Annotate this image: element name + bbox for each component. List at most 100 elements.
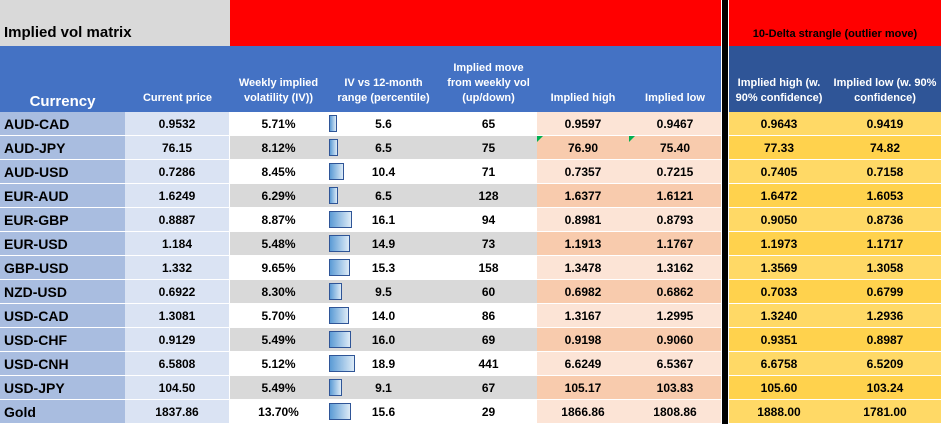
- weekly-vol-cell: 5.49%: [230, 328, 327, 352]
- section-divider: [721, 0, 729, 424]
- iv-range-databar: [329, 211, 352, 228]
- strangle-high-cell: 0.7033: [729, 280, 829, 304]
- price-cell: 1.6249: [125, 184, 230, 208]
- strangle-low-cell: 1.6053: [829, 184, 941, 208]
- iv-range-cell: 9.1: [327, 376, 440, 400]
- implied-high-cell: 1.1913: [537, 232, 629, 256]
- weekly-vol-cell: 8.45%: [230, 160, 327, 184]
- header-implied-high: Implied high: [537, 46, 629, 112]
- table-row: Gold 1837.86 13.70% 15.6 29 1866.86 1808.86 188…: [0, 400, 941, 424]
- iv-range-cell: 5.6: [327, 112, 440, 136]
- implied-high-cell: 1.3478: [537, 256, 629, 280]
- implied-high-cell: 76.90: [537, 136, 629, 160]
- currency-cell: USD-CNH: [0, 352, 125, 376]
- iv-range-value: 6.5: [375, 141, 392, 155]
- table-row: AUD-USD 0.7286 8.45% 10.4 71 0.7357 0.7215 0.74…: [0, 160, 941, 184]
- iv-range-databar: [329, 307, 349, 324]
- implied-high-cell: 0.9198: [537, 328, 629, 352]
- currency-cell: GBP-USD: [0, 256, 125, 280]
- iv-range-value: 9.1: [375, 381, 392, 395]
- iv-range-value: 9.5: [375, 285, 392, 299]
- iv-range-value: 18.9: [371, 357, 396, 371]
- title-cell: Implied vol matrix: [0, 0, 230, 47]
- iv-range-databar: [329, 355, 356, 372]
- price-cell: 1.332: [125, 256, 230, 280]
- implied-low-cell: 0.8793: [629, 208, 721, 232]
- iv-range-cell: 16.1: [327, 208, 440, 232]
- implied-move-cell: 29: [440, 400, 537, 424]
- iv-range-value: 14.9: [371, 237, 396, 251]
- implied-high-cell: 105.17: [537, 376, 629, 400]
- strangle-high-cell: 1.3569: [729, 256, 829, 280]
- currency-cell: EUR-AUD: [0, 184, 125, 208]
- implied-low-cell: 75.40: [629, 136, 721, 160]
- implied-low-cell: 1.1767: [629, 232, 721, 256]
- iv-range-databar: [329, 163, 344, 180]
- header-implied-move: Implied move from weekly vol (up/down): [440, 46, 537, 112]
- strangle-low-cell: 0.7158: [829, 160, 941, 184]
- iv-range-value: 6.5: [375, 189, 392, 203]
- weekly-vol-cell: 5.71%: [230, 112, 327, 136]
- weekly-vol-cell: 8.87%: [230, 208, 327, 232]
- iv-range-value: 10.4: [371, 165, 396, 179]
- currency-cell: USD-CHF: [0, 328, 125, 352]
- table-row: AUD-CAD 0.9532 5.71% 5.6 65 0.9597 0.9467 0.964…: [0, 112, 941, 136]
- implied-high-cell: 1866.86: [537, 400, 629, 424]
- strangle-section-title: 10-Delta strangle (outlier move): [752, 28, 918, 40]
- price-cell: 0.6922: [125, 280, 230, 304]
- strangle-low-cell: 0.8736: [829, 208, 941, 232]
- table-row: USD-CNH 6.5808 5.12% 18.9 441 6.6249 6.5367 6.6…: [0, 352, 941, 376]
- iv-range-databar: [329, 379, 342, 396]
- table-row: EUR-USD 1.184 5.48% 14.9 73 1.1913 1.1767 1.197…: [0, 232, 941, 256]
- price-cell: 76.15: [125, 136, 230, 160]
- header-row: Currency Current price Weekly implied vo…: [0, 46, 941, 112]
- currency-cell: NZD-USD: [0, 280, 125, 304]
- iv-range-cell: 14.0: [327, 304, 440, 328]
- weekly-vol-cell: 8.12%: [230, 136, 327, 160]
- strangle-high-cell: 6.6758: [729, 352, 829, 376]
- implied-low-cell: 103.83: [629, 376, 721, 400]
- iv-range-cell: 6.5: [327, 184, 440, 208]
- red-header-band-strangle: [729, 0, 941, 46]
- strangle-high-cell: 1.3240: [729, 304, 829, 328]
- price-cell: 0.9532: [125, 112, 230, 136]
- implied-high-cell: 6.6249: [537, 352, 629, 376]
- implied-move-cell: 158: [440, 256, 537, 280]
- cell-flag-icon: [537, 136, 543, 142]
- iv-range-databar: [329, 139, 339, 156]
- strangle-high-cell: 105.60: [729, 376, 829, 400]
- implied-move-cell: 69: [440, 328, 537, 352]
- weekly-vol-cell: 8.30%: [230, 280, 327, 304]
- currency-cell: USD-JPY: [0, 376, 125, 400]
- price-cell: 1837.86: [125, 400, 230, 424]
- weekly-vol-cell: 5.12%: [230, 352, 327, 376]
- strangle-high-cell: 77.33: [729, 136, 829, 160]
- strangle-high-cell: 0.9050: [729, 208, 829, 232]
- iv-range-value: 16.1: [371, 213, 396, 227]
- price-cell: 104.50: [125, 376, 230, 400]
- strangle-low-cell: 1.1717: [829, 232, 941, 256]
- implied-low-cell: 6.5367: [629, 352, 721, 376]
- implied-move-cell: 441: [440, 352, 537, 376]
- price-cell: 0.9129: [125, 328, 230, 352]
- implied-low-cell: 1808.86: [629, 400, 721, 424]
- table-row: AUD-JPY 76.15 8.12% 6.5 75 76.90 75.40 77.33 74.…: [0, 136, 941, 160]
- weekly-vol-cell: 6.29%: [230, 184, 327, 208]
- implied-high-cell: 0.8981: [537, 208, 629, 232]
- strangle-low-cell: 0.6799: [829, 280, 941, 304]
- implied-move-cell: 75: [440, 136, 537, 160]
- implied-move-cell: 86: [440, 304, 537, 328]
- iv-range-databar: [329, 283, 343, 300]
- implied-high-cell: 1.3167: [537, 304, 629, 328]
- iv-range-cell: 18.9: [327, 352, 440, 376]
- price-cell: 0.7286: [125, 160, 230, 184]
- implied-move-cell: 128: [440, 184, 537, 208]
- iv-range-databar: [329, 403, 351, 420]
- iv-range-databar: [329, 259, 351, 276]
- table-row: GBP-USD 1.332 9.65% 15.3 158 1.3478 1.3162 1.35…: [0, 256, 941, 280]
- strangle-high-cell: 0.7405: [729, 160, 829, 184]
- implied-high-cell: 1.6377: [537, 184, 629, 208]
- iv-range-databar: [329, 235, 350, 252]
- strangle-low-cell: 1781.00: [829, 400, 941, 424]
- currency-cell: EUR-USD: [0, 232, 125, 256]
